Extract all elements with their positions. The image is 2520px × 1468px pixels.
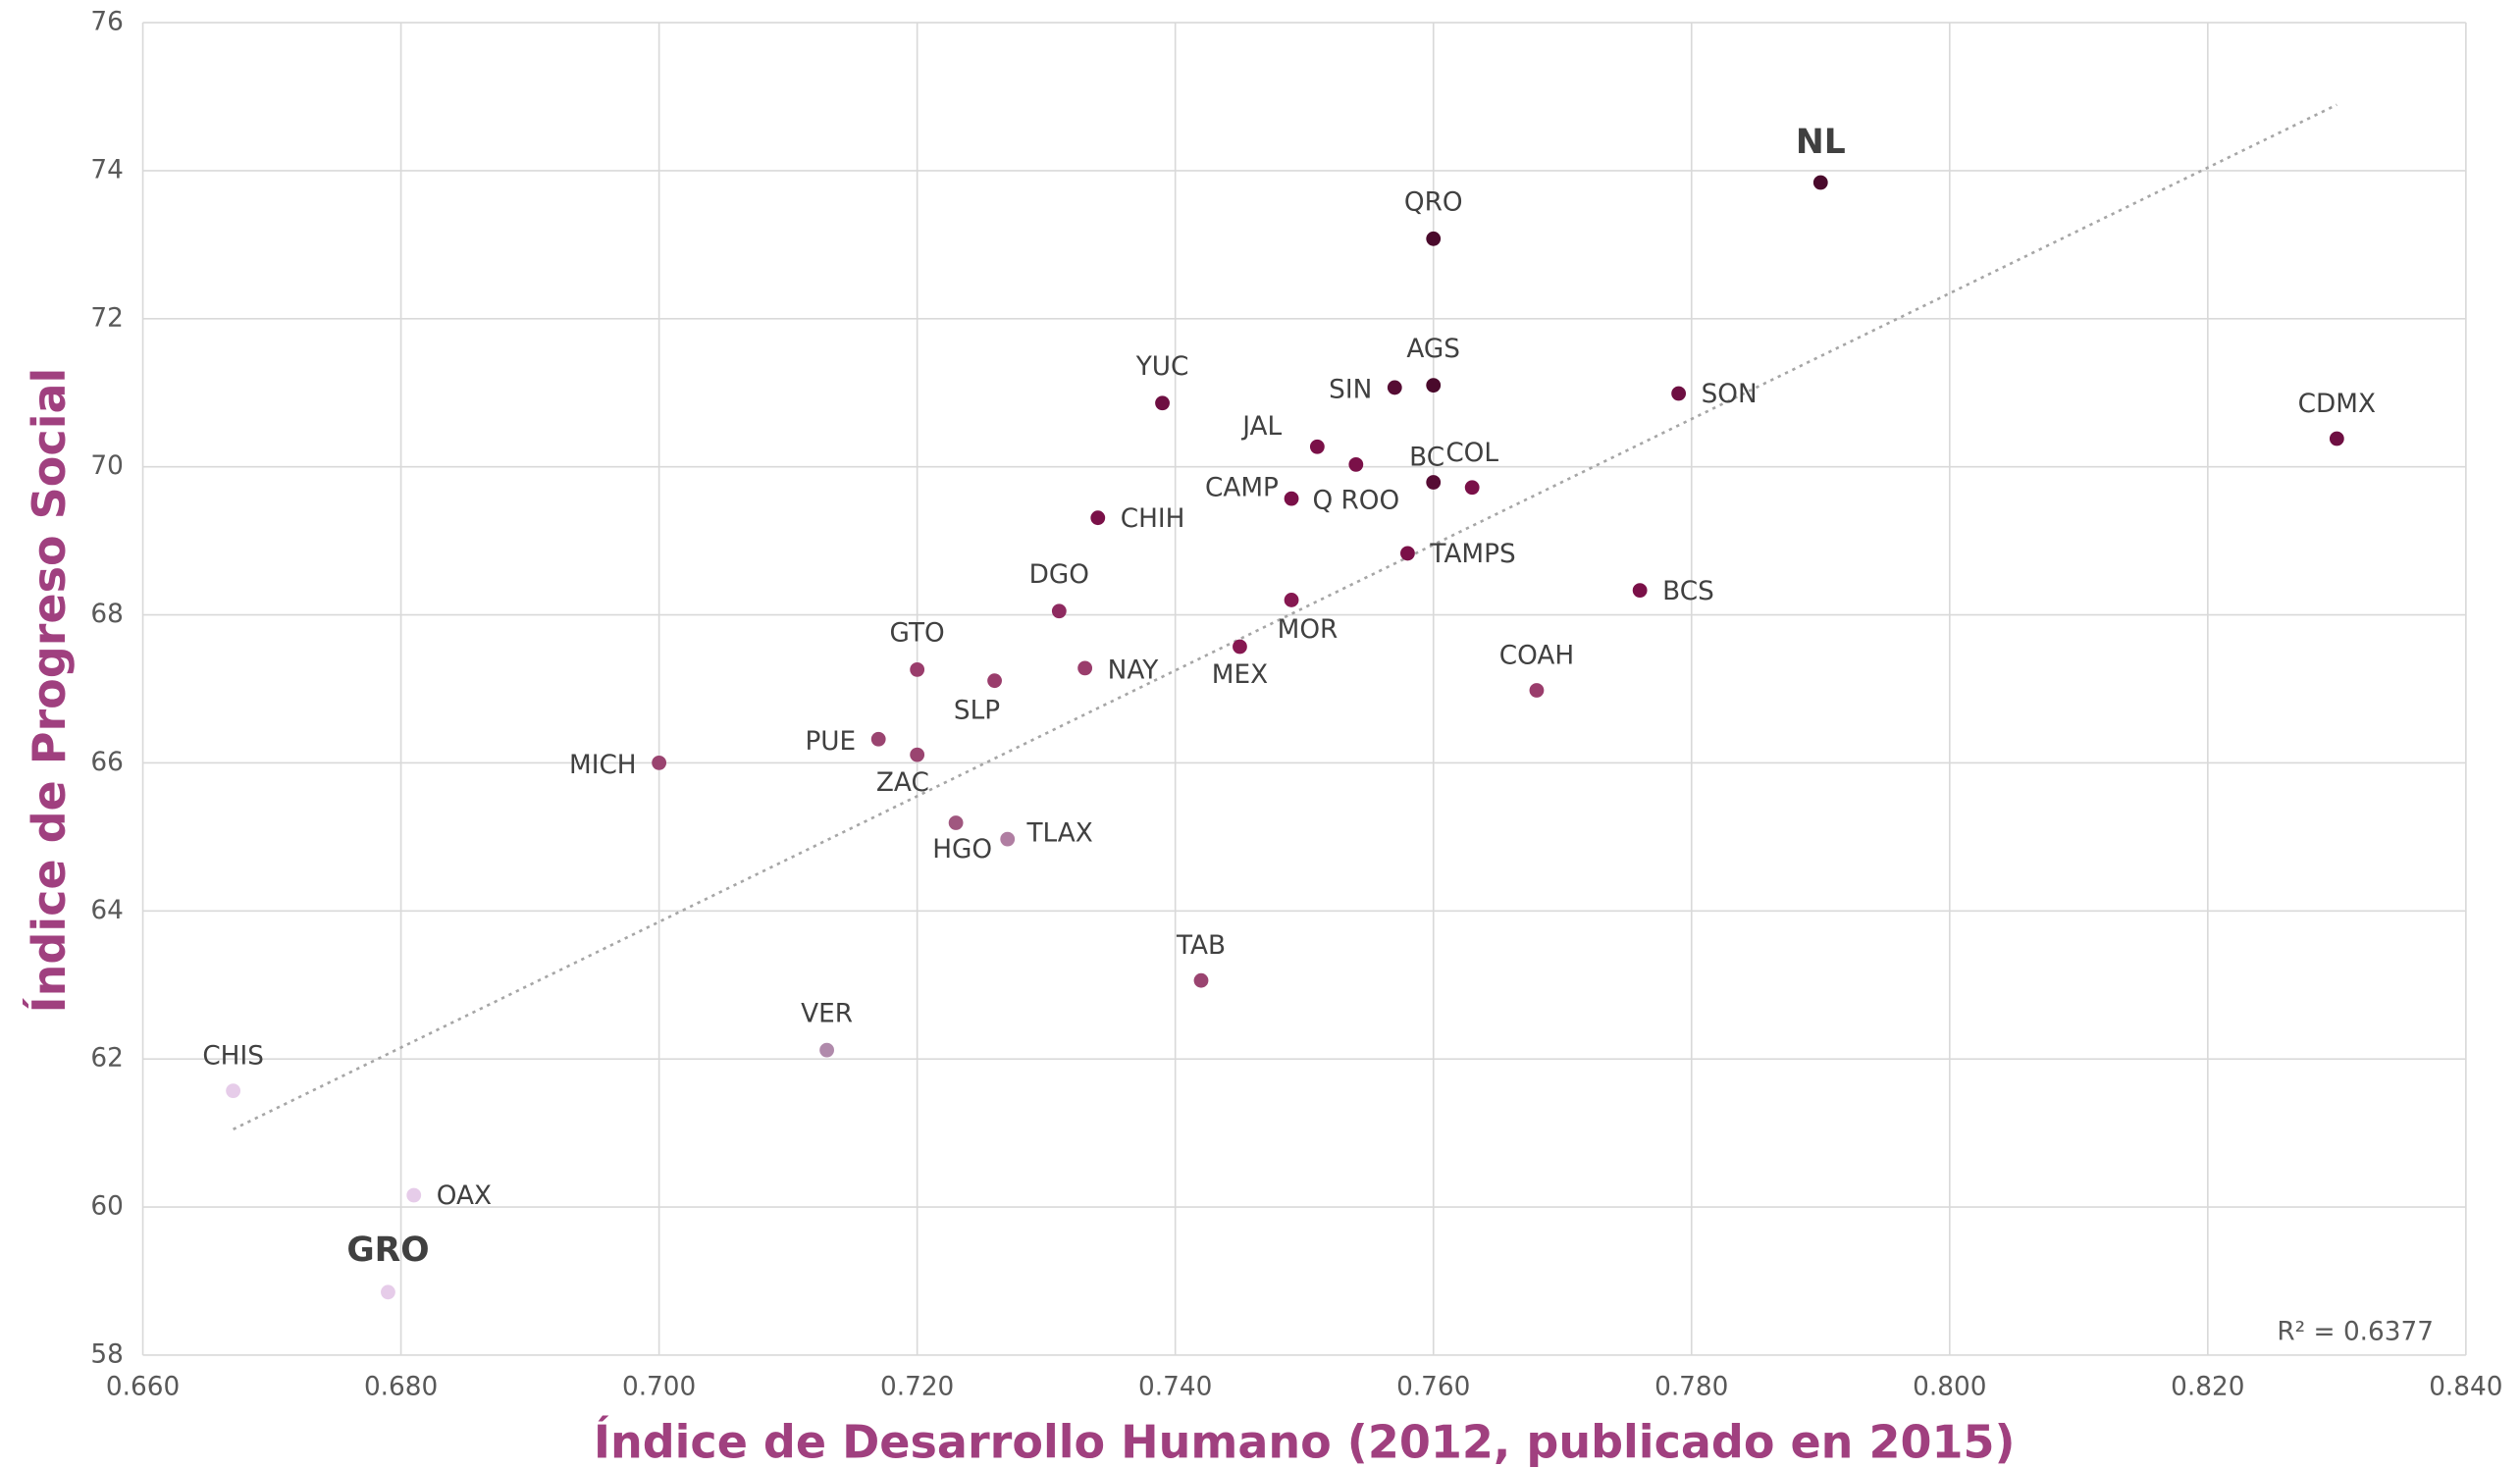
y-tick-label: 74 bbox=[90, 155, 123, 184]
point bbox=[1387, 380, 1402, 395]
x-tick-label: 0.660 bbox=[106, 1372, 180, 1401]
point bbox=[1400, 546, 1415, 561]
point-label: CDMX bbox=[2298, 390, 2376, 419]
point-label: VER bbox=[801, 999, 853, 1028]
y-axis-title: Índice de Progreso Social bbox=[23, 368, 76, 1014]
point-label: TAMPS bbox=[1429, 540, 1515, 569]
point-label: GRO bbox=[346, 1231, 429, 1270]
x-tick-label: 0.840 bbox=[2429, 1372, 2502, 1401]
y-tick-label: 76 bbox=[90, 8, 123, 37]
point-label: JAL bbox=[1240, 412, 1282, 442]
point bbox=[1155, 395, 1170, 411]
point-label: TAB bbox=[1176, 931, 1226, 961]
x-tick-label: 0.740 bbox=[1138, 1372, 1212, 1401]
point-label: CHIH bbox=[1121, 504, 1185, 534]
point-label: AGS bbox=[1406, 335, 1460, 364]
y-tick-label: 66 bbox=[90, 748, 123, 777]
point bbox=[1426, 378, 1442, 393]
point-label: TLAX bbox=[1025, 819, 1092, 849]
point bbox=[1233, 639, 1247, 655]
y-tick-label: 70 bbox=[90, 451, 123, 481]
point-label: QRO bbox=[1404, 188, 1463, 218]
point bbox=[1309, 439, 1325, 454]
point bbox=[2329, 431, 2344, 446]
point bbox=[870, 731, 886, 747]
point bbox=[819, 1042, 834, 1058]
point bbox=[1632, 583, 1648, 599]
point-label: DGO bbox=[1029, 560, 1089, 590]
point-label: SLP bbox=[954, 696, 1000, 725]
point bbox=[226, 1083, 241, 1099]
point bbox=[1426, 231, 1442, 246]
point-label: MEX bbox=[1212, 660, 1268, 690]
point bbox=[1000, 831, 1016, 847]
point bbox=[1426, 475, 1442, 490]
point-label: HGO bbox=[932, 835, 992, 865]
point-label: PUE bbox=[805, 727, 856, 757]
trendline bbox=[233, 103, 2337, 1131]
y-tick-label: 60 bbox=[90, 1192, 123, 1222]
point-label: COAH bbox=[1499, 641, 1574, 670]
x-tick-label: 0.780 bbox=[1654, 1372, 1728, 1401]
point bbox=[1464, 480, 1480, 496]
point-label: NAY bbox=[1108, 656, 1160, 686]
point-label: BC bbox=[1409, 443, 1444, 472]
point-label: MICH bbox=[569, 751, 637, 780]
point-label: SIN bbox=[1329, 376, 1372, 405]
point bbox=[1812, 175, 1828, 190]
y-tick-label: 58 bbox=[90, 1339, 123, 1369]
x-tick-label: 0.760 bbox=[1396, 1372, 1470, 1401]
x-tick-label: 0.720 bbox=[880, 1372, 954, 1401]
point-label: ZAC bbox=[876, 768, 929, 798]
x-tick-label: 0.680 bbox=[364, 1372, 438, 1401]
point bbox=[987, 673, 1002, 689]
point bbox=[1284, 491, 1299, 506]
x-axis-title: Índice de Desarrollo Humano (2012, publi… bbox=[594, 1415, 2016, 1468]
point-label: SON bbox=[1702, 380, 1758, 409]
point-label: Q ROO bbox=[1312, 487, 1399, 516]
point bbox=[1348, 456, 1364, 472]
point-label: GTO bbox=[890, 619, 945, 649]
point bbox=[652, 756, 667, 770]
y-tick-label: 64 bbox=[90, 896, 123, 925]
point bbox=[948, 815, 964, 830]
x-tick-label: 0.800 bbox=[1913, 1372, 1986, 1401]
point-label: OAX bbox=[437, 1181, 492, 1211]
x-tick-label: 0.820 bbox=[2171, 1372, 2244, 1401]
point-label: YUC bbox=[1135, 352, 1189, 382]
point-label: NL bbox=[1796, 123, 1846, 162]
point bbox=[406, 1187, 422, 1203]
point bbox=[1193, 972, 1209, 988]
y-tick-label: 62 bbox=[90, 1044, 123, 1074]
point bbox=[1529, 683, 1545, 698]
point bbox=[1284, 593, 1299, 607]
point bbox=[1051, 603, 1067, 619]
point bbox=[381, 1284, 395, 1300]
point bbox=[910, 747, 925, 762]
point-label: COL bbox=[1445, 439, 1498, 468]
x-tick-label: 0.700 bbox=[622, 1372, 696, 1401]
point bbox=[1090, 510, 1106, 526]
point bbox=[1077, 660, 1093, 676]
point bbox=[1671, 386, 1687, 401]
y-tick-label: 72 bbox=[90, 303, 123, 333]
point-label: CAMP bbox=[1205, 474, 1279, 503]
point bbox=[910, 661, 925, 677]
y-tick-label: 68 bbox=[90, 600, 123, 629]
point-label: MOR bbox=[1278, 615, 1339, 645]
r-squared: R² = 0.6377 bbox=[2277, 1317, 2434, 1346]
point-label: BCS bbox=[1662, 577, 1714, 606]
point-label: CHIS bbox=[202, 1042, 264, 1072]
